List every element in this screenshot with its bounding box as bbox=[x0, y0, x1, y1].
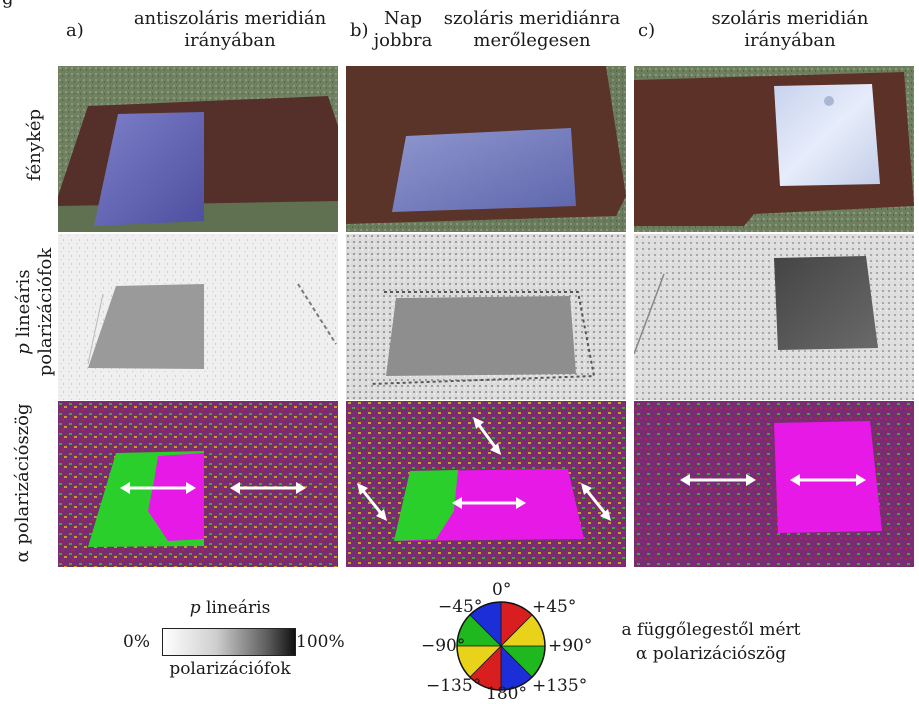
column-c-title-line2: irányában bbox=[744, 30, 836, 51]
legend-p-gradient-bar bbox=[162, 628, 296, 656]
wheel-label-top-left: −45° bbox=[438, 597, 483, 617]
degree-panel-b bbox=[346, 234, 626, 400]
wheel-label-top: 0° bbox=[492, 580, 512, 600]
wheel-label-bottom-left: −135° bbox=[426, 676, 482, 696]
row-degree-label: p lineáris polarizációfok bbox=[13, 232, 57, 392]
column-c-title-line1: szoláris meridián bbox=[711, 8, 869, 29]
row-angle-label: α polarizációszög bbox=[12, 393, 34, 573]
column-b-title-line1: szoláris meridiánra bbox=[443, 8, 621, 29]
angle-panel-b bbox=[346, 401, 626, 567]
angle-legend-description-line1: a függőlegestől mért bbox=[621, 620, 801, 640]
wheel-label-left: −90° bbox=[421, 636, 466, 656]
column-a-title: antiszoláris meridián irányában bbox=[110, 8, 350, 52]
wheel-label-top-right: +45° bbox=[532, 597, 577, 617]
photo-panel-b bbox=[346, 66, 626, 232]
legend-p-title: p lineáris bbox=[160, 598, 300, 618]
column-a-title-line1: antiszoláris meridián bbox=[133, 8, 327, 29]
angle-panel-a bbox=[58, 401, 338, 567]
column-a-letter: a) bbox=[66, 20, 84, 41]
cropped-caption: g bbox=[2, 0, 14, 9]
legend-p-max-label: 100% bbox=[296, 632, 345, 652]
column-b-title: szoláris meridiánra merőlegesen bbox=[432, 8, 632, 52]
row-angle-alpha: α bbox=[12, 550, 33, 563]
wheel-label-bottom-right: +135° bbox=[532, 676, 588, 696]
row-degree-line2: polarizációfok bbox=[35, 247, 56, 377]
legend-p-title-rest: lineáris bbox=[205, 598, 271, 618]
row-degree-line1: lineáris bbox=[13, 269, 34, 338]
column-b-title-line2: merőlegesen bbox=[473, 30, 591, 51]
column-b-sun-line1: Nap bbox=[383, 8, 422, 29]
column-c-letter: c) bbox=[638, 20, 656, 41]
degree-panel-c bbox=[634, 234, 914, 400]
wheel-label-bottom: 180° bbox=[486, 684, 527, 704]
legend-p-symbol: p bbox=[189, 598, 201, 618]
row-photo-label: fénykép bbox=[24, 108, 45, 182]
degree-panel-a bbox=[58, 234, 338, 400]
photo-panel-a bbox=[58, 66, 338, 232]
column-b-sun-note: Nap jobbra bbox=[368, 8, 438, 52]
angle-panel-c bbox=[634, 401, 914, 567]
legend-p-min-label: 0% bbox=[123, 632, 150, 652]
angle-legend-description-line2: α polarizációszög bbox=[635, 644, 787, 664]
column-b-sun-line2: jobbra bbox=[373, 30, 433, 51]
column-c-title: szoláris meridián irányában bbox=[680, 8, 900, 52]
row-angle-text: polarizációszög bbox=[12, 403, 33, 545]
row-degree-p: p bbox=[13, 343, 34, 355]
photo-panel-c bbox=[634, 66, 914, 232]
angle-legend-description: a függőlegestől mért α polarizációszög bbox=[606, 618, 816, 666]
column-a-title-line2: irányában bbox=[184, 30, 276, 51]
legend-p-subtitle: polarizációfok bbox=[169, 659, 291, 679]
angle-color-wheel bbox=[455, 600, 547, 692]
column-b-letter: b) bbox=[350, 20, 369, 41]
wheel-label-right: +90° bbox=[548, 636, 593, 656]
